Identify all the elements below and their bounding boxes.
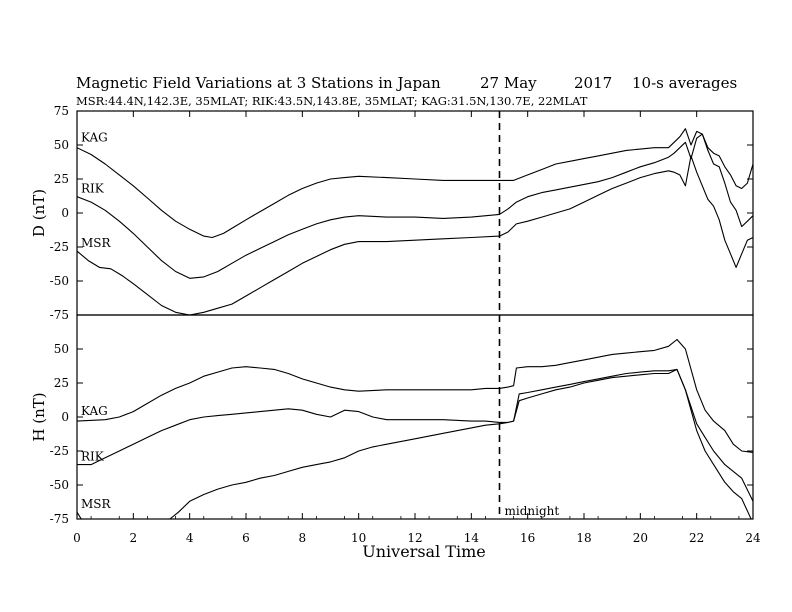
x-tick-label: 14 — [464, 531, 480, 545]
panel-frame — [76, 110, 754, 316]
y-axis-label: H (nT) — [30, 392, 48, 441]
chart-subtitle: MSR:44.4N,142.3E, 35MLAT; RIK:43.5N,143.… — [76, 94, 588, 108]
y-tick-label: 25 — [54, 376, 69, 390]
y-tick-label: -75 — [50, 512, 69, 526]
x-tick-label: 12 — [407, 531, 422, 545]
series-label-kag: KAG — [81, 131, 108, 145]
y-tick-label: 50 — [54, 342, 69, 356]
x-tick-label: 18 — [576, 531, 591, 545]
x-tick-label: 0 — [73, 531, 81, 545]
x-tick-label: 20 — [633, 531, 648, 545]
y-axis-label: D (nT) — [30, 189, 48, 237]
y-tick-label: -25 — [50, 240, 69, 254]
y-tick-label: -75 — [50, 308, 69, 322]
y-tick-label: 25 — [54, 172, 69, 186]
chart-averaging: 10-s averages — [632, 74, 737, 92]
series-line-msr — [77, 155, 753, 315]
x-axis-label: Universal Time — [362, 542, 485, 561]
y-tick-label: -50 — [50, 478, 69, 492]
x-tick-label: 24 — [745, 531, 761, 545]
chart-title: Magnetic Field Variations at 3 Stations … — [76, 74, 441, 92]
series-line-kag — [77, 338, 753, 453]
y-tick-label: 75 — [54, 104, 69, 118]
panel-frame — [76, 314, 754, 520]
y-tick-label: 50 — [54, 138, 69, 152]
panel-declination: 75 50 25 0 -25 -50 -75 D (nT) KAG RIK MSR — [30, 104, 754, 322]
series-label-msr: MSR — [81, 497, 112, 511]
y-tick-label: 0 — [61, 410, 69, 424]
y-tick-label: 0 — [61, 206, 69, 220]
chart-date: 27 May — [480, 74, 537, 92]
panel-horizontal: 50 25 0 -25 -50 -75 H (nT) KAG RIK MSR midnight — [30, 314, 754, 526]
x-tick-label: 6 — [242, 531, 250, 545]
x-axis: 0 2 4 6 8 10 12 14 16 18 20 22 24 — [73, 111, 761, 545]
series-line-msr — [77, 368, 752, 519]
y-tick-label: -25 — [50, 444, 69, 458]
chart-year: 2017 — [574, 74, 612, 92]
x-tick-label: 10 — [351, 531, 366, 545]
series-line-rik — [77, 368, 753, 502]
series-label-rik: RIK — [81, 182, 105, 196]
series-line-rik — [77, 133, 753, 279]
x-tick-label: 16 — [520, 531, 535, 545]
midnight-label: midnight — [505, 504, 560, 518]
y-tick-label: -50 — [50, 274, 69, 288]
x-tick-label: 8 — [299, 531, 307, 545]
x-tick-label: 22 — [689, 531, 704, 545]
series-label-kag: KAG — [81, 404, 108, 418]
series-line-kag — [77, 128, 753, 239]
x-tick-label: 2 — [130, 531, 138, 545]
series-label-rik: RIK — [81, 450, 105, 464]
series-label-msr: MSR — [81, 236, 112, 250]
x-tick-label: 4 — [186, 531, 194, 545]
